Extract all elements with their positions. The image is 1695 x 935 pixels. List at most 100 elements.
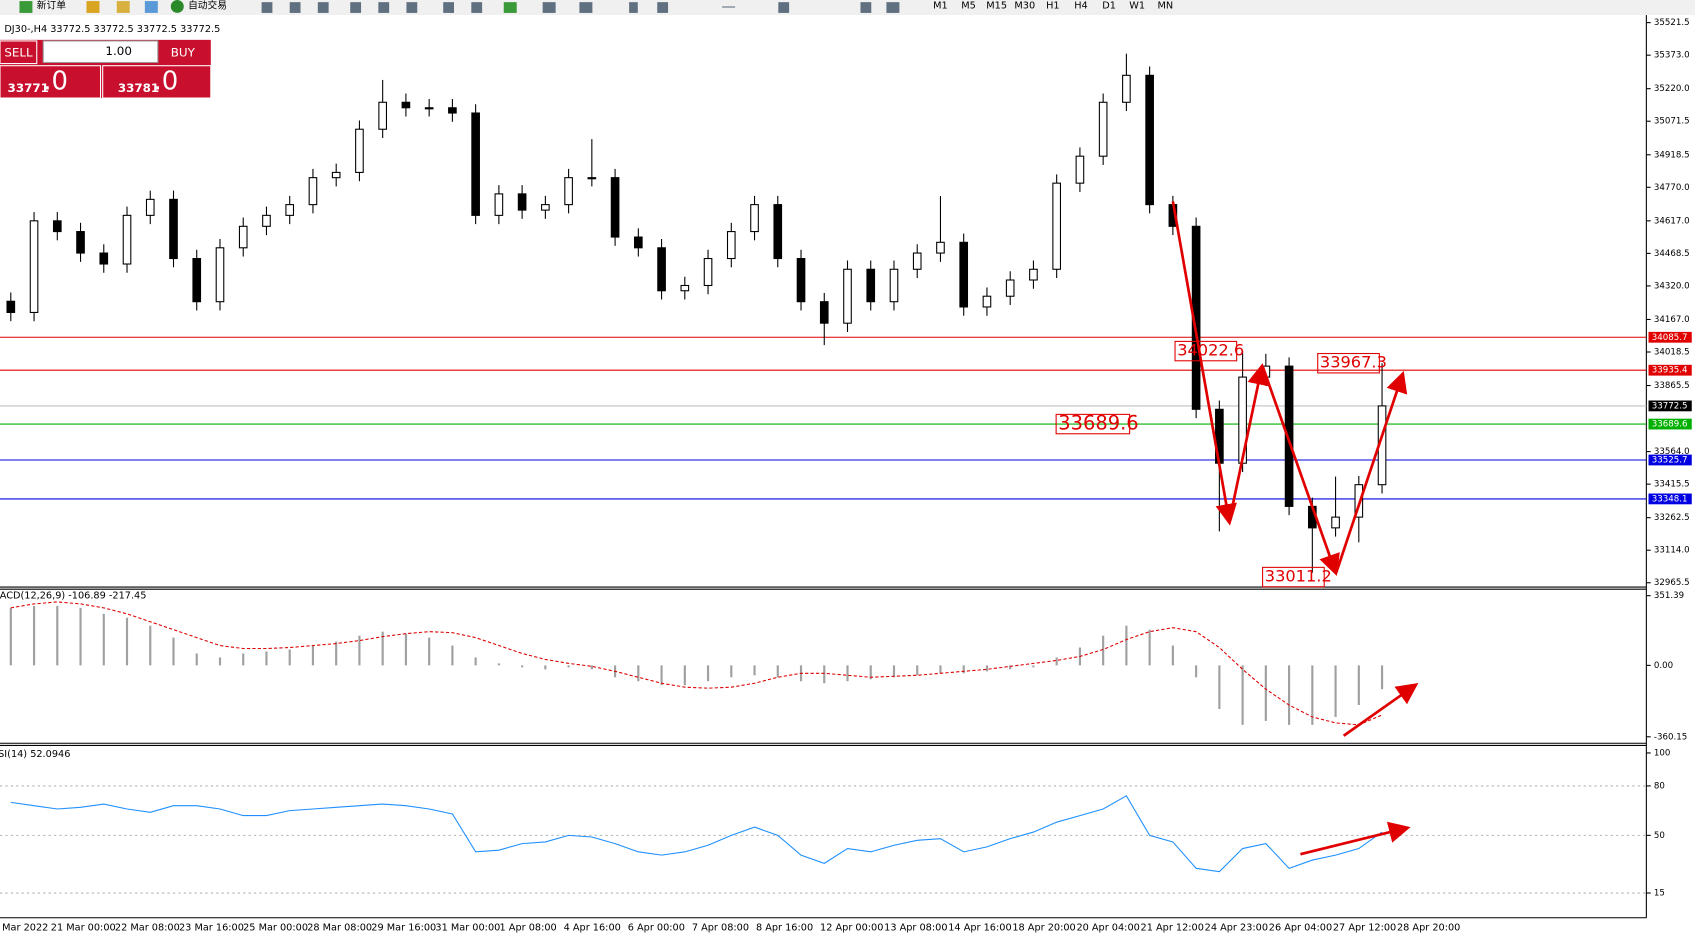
- sell-label[interactable]: SELL: [4, 45, 33, 59]
- candle-body: [401, 101, 411, 109]
- candle-body: [6, 300, 16, 313]
- timeframe-button[interactable]: MN: [1157, 0, 1173, 11]
- tool-icon[interactable]: [378, 2, 390, 13]
- candle-body: [796, 257, 806, 303]
- tool-icon[interactable]: [542, 2, 556, 13]
- candle-body: [1354, 484, 1364, 518]
- candle-body: [262, 214, 271, 227]
- candle-body: [29, 220, 39, 313]
- y-tick-label: 100: [1654, 748, 1670, 758]
- buy-label[interactable]: BUY: [171, 45, 196, 59]
- price-label: 33689.6: [1652, 420, 1688, 430]
- arrow: [1171, 201, 1237, 526]
- candle-body: [657, 247, 666, 292]
- buy-price[interactable]: 33781: [118, 81, 159, 95]
- tool-icon[interactable]: [778, 2, 790, 13]
- candle-body: [1331, 516, 1340, 529]
- candle-body: [1005, 279, 1015, 297]
- candle-body: [1284, 365, 1294, 507]
- x-tick-label: 18 Apr 20:00: [1012, 922, 1075, 933]
- y-tick-label: 34167.0: [1654, 315, 1690, 325]
- candle-body: [52, 220, 62, 233]
- tool-icon[interactable]: [471, 2, 483, 13]
- arrow: [1334, 370, 1408, 574]
- tool-icon[interactable]: [657, 2, 669, 13]
- candle-body: [564, 177, 573, 206]
- tool-icon[interactable]: [317, 2, 329, 13]
- y-tick-label: 35373.0: [1654, 51, 1690, 61]
- candle-body: [308, 177, 318, 206]
- tool-icon[interactable]: [289, 2, 301, 13]
- price-label: 33772.5: [1652, 401, 1688, 411]
- tool-icon[interactable]: [629, 2, 638, 13]
- candle-body: [843, 268, 852, 324]
- candle-body: [1052, 182, 1061, 270]
- arrow: [1342, 683, 1419, 737]
- tool-icon[interactable]: [886, 2, 900, 13]
- auto-trading-icon[interactable]: [170, 0, 184, 13]
- tool-icon[interactable]: [579, 2, 593, 13]
- sell-price-fraction[interactable]: .0: [43, 66, 68, 96]
- candle-body: [819, 301, 829, 324]
- x-tick-label: 23 Mar 16:00: [179, 922, 244, 933]
- sell-price[interactable]: 33771: [8, 81, 49, 95]
- candle-body: [517, 193, 527, 211]
- toolbar-tools: [261, 2, 900, 13]
- tool-icon[interactable]: [350, 2, 362, 13]
- toolbar-icon[interactable]: [116, 1, 130, 13]
- timeframe-button[interactable]: H4: [1074, 0, 1088, 11]
- x-tick-label: 8 Apr 16:00: [756, 922, 813, 933]
- lot-value[interactable]: 1.00: [105, 44, 131, 58]
- y-tick-label: 33564.0: [1654, 447, 1690, 457]
- buy-price-button[interactable]: [102, 65, 212, 99]
- candle-body: [703, 257, 713, 287]
- rsi-line: [10, 795, 1383, 873]
- x-tick-label: 13 Apr 08:00: [884, 922, 947, 933]
- toolbar-icon[interactable]: [144, 1, 158, 13]
- timeframe-button[interactable]: W1: [1129, 0, 1145, 11]
- tool-icon[interactable]: [261, 2, 273, 13]
- tool-icon[interactable]: [860, 2, 872, 13]
- x-tick-label: 1 Apr 08:00: [500, 922, 557, 933]
- annotation: 33011.2: [1265, 567, 1332, 586]
- tool-icon[interactable]: [722, 6, 736, 8]
- timeframe-button[interactable]: M5: [961, 0, 976, 11]
- candle-body: [634, 236, 643, 249]
- new-order-button[interactable]: 新订单: [37, 0, 66, 11]
- candle-body: [1098, 101, 1108, 157]
- timeframe-button[interactable]: M30: [1014, 0, 1035, 11]
- y-tick-label: 34468.5: [1654, 249, 1690, 259]
- y-tick-label: 15: [1654, 889, 1665, 899]
- x-tick-label: 27 Apr 12:00: [1333, 922, 1396, 933]
- annotation: 33689.6: [1058, 412, 1138, 435]
- timeframe-button[interactable]: H1: [1046, 0, 1060, 11]
- tool-icon[interactable]: [503, 2, 517, 13]
- arrow: [1300, 821, 1411, 856]
- candle-body: [1075, 155, 1085, 184]
- auto-trading-button[interactable]: 自动交易: [188, 0, 227, 11]
- timeframe-button[interactable]: M1: [933, 0, 948, 11]
- sell-button[interactable]: [0, 40, 38, 65]
- candle-body: [448, 107, 457, 114]
- candle-body: [76, 231, 85, 254]
- candle-body: [145, 198, 155, 216]
- x-tick-label: 14 Apr 16:00: [948, 922, 1011, 933]
- price-label-box: [1648, 400, 1692, 412]
- timeframe-button[interactable]: D1: [1102, 0, 1116, 11]
- buy-price-fraction[interactable]: .0: [154, 66, 179, 96]
- price-label-box: [1648, 418, 1692, 430]
- candle-body: [959, 241, 969, 308]
- x-tick-label: 6 Apr 00:00: [628, 922, 685, 933]
- tool-icon[interactable]: [406, 2, 418, 13]
- x-tick-label: 12 Apr 00:00: [820, 922, 883, 933]
- y-tick-label: 50: [1654, 831, 1665, 841]
- timeframe-button[interactable]: M15: [986, 0, 1007, 11]
- tool-icon[interactable]: [443, 2, 455, 13]
- sell-price-button[interactable]: [0, 65, 102, 99]
- x-tick-label: 31 Mar 00:00: [435, 922, 500, 933]
- chart-title: DJ30-,H4 33772.5 33772.5 33772.5 33772.5: [4, 24, 220, 35]
- lot-input[interactable]: [42, 40, 159, 64]
- candle-body: [1145, 74, 1154, 206]
- new-order-icon[interactable]: [19, 1, 33, 13]
- toolbar-icon[interactable]: [86, 1, 100, 13]
